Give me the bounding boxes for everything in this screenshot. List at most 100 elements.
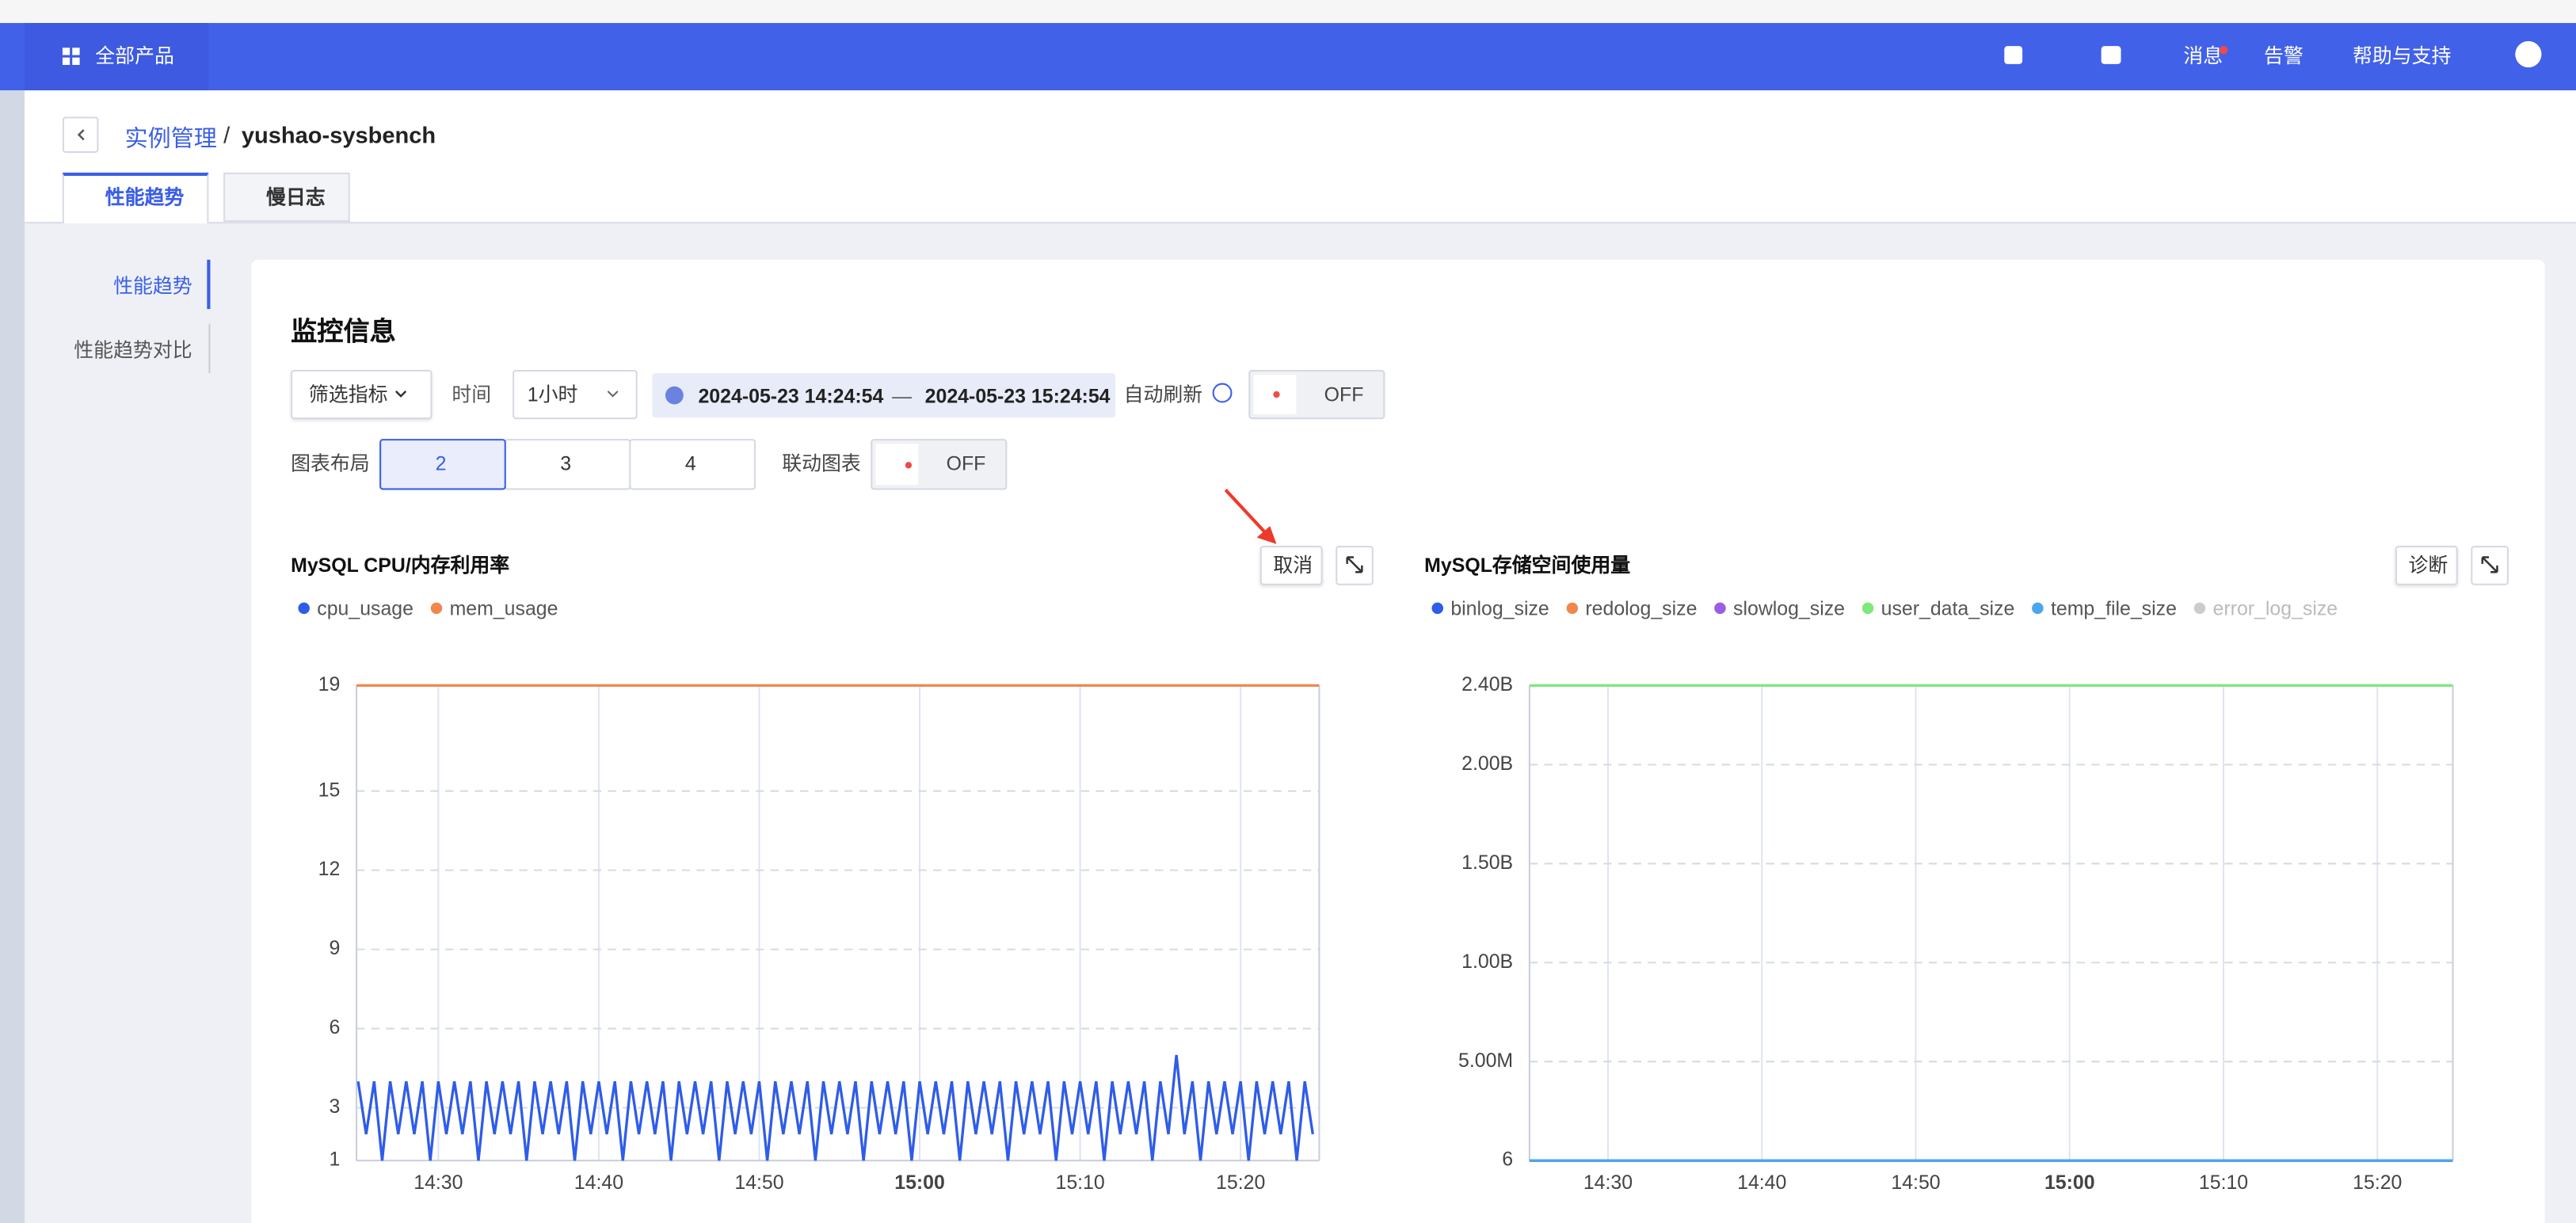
x-tick-label: 15:00	[894, 1172, 945, 1194]
grid-icon	[62, 48, 80, 65]
toggle-dot	[1273, 391, 1280, 398]
y-tick-label: 6	[329, 1016, 340, 1038]
card	[251, 259, 2545, 1223]
x-tick-label: 14:40	[574, 1172, 623, 1194]
breadcrumb-separator: /	[223, 121, 231, 148]
legend-label[interactable]: cpu_usage	[317, 598, 413, 620]
y-tick-label: 15	[318, 779, 341, 801]
toggle-knob	[1253, 375, 1297, 414]
legend-label[interactable]: mem_usage	[450, 598, 558, 620]
products[interactable]: 全部产品	[95, 44, 174, 68]
toggle-knob	[875, 444, 919, 486]
layout-option-active[interactable]	[379, 439, 506, 490]
back-icon	[77, 129, 85, 141]
chart-title: MySQL CPU/内存利用率	[291, 554, 510, 577]
side-nav-item[interactable]: 性能趋势对比	[74, 338, 192, 362]
auto-refresh-toggle[interactable]	[1248, 369, 1385, 420]
y-tick-label: 2.00B	[1461, 752, 1513, 775]
x-tick-label: 15:10	[1055, 1172, 1104, 1194]
range-dash: —	[892, 384, 913, 408]
legend-label[interactable]: redolog_size	[1585, 598, 1697, 620]
chevron	[394, 391, 407, 398]
y-tick-label: 3	[329, 1095, 340, 1118]
side-strip	[0, 90, 25, 1223]
auto-refresh-state[interactable]: OFF	[1324, 383, 1364, 406]
layout-value[interactable]: 3	[560, 451, 572, 475]
legend-marker	[2193, 602, 2206, 615]
date-range[interactable]	[652, 373, 1116, 418]
breadcrumb-current: yushao-sysbench	[241, 121, 436, 148]
time-select[interactable]	[513, 369, 638, 420]
y-tick-label: 19	[318, 673, 341, 695]
y-tick-label: 1.50B	[1461, 852, 1513, 874]
tab[interactable]: 慢日志	[265, 185, 326, 209]
tab-active[interactable]	[62, 172, 209, 224]
avatar[interactable]	[2515, 40, 2542, 68]
tab[interactable]: 性能趋势	[105, 185, 185, 209]
legend-label[interactable]: slowlog_size	[1733, 598, 1845, 620]
side-nav-item[interactable]: 性能趋势	[113, 274, 192, 298]
x-tick-label: 14:30	[1583, 1172, 1633, 1194]
x-tick-label: 14:40	[1737, 1172, 1786, 1194]
time-range[interactable]: 1小时	[527, 383, 578, 406]
toggle-dot	[905, 462, 913, 469]
breadcrumb-parent[interactable]: 实例管理	[124, 124, 217, 151]
linked-state[interactable]: OFF	[946, 451, 986, 475]
x-tick-label: 15:10	[2199, 1172, 2248, 1194]
alerts[interactable]: 告警	[2263, 44, 2304, 68]
legend-marker	[298, 602, 310, 615]
browser-strip	[0, 0, 2576, 24]
y-tick-label: 5.00M	[1458, 1050, 1513, 1072]
y-tick-label: 6	[1502, 1149, 1513, 1171]
end-time[interactable]: 2024-05-23 15:24:54	[924, 384, 1111, 408]
diagnose-button[interactable]	[2395, 545, 2458, 585]
legend-label[interactable]: binlog_size	[1450, 598, 1549, 620]
legend-marker	[1714, 602, 1726, 615]
auto-refresh-label: 自动刷新	[1123, 383, 1203, 406]
legend-marker	[1862, 602, 1874, 615]
linked-toggle[interactable]	[871, 439, 1008, 490]
y-tick-label: 12	[318, 858, 341, 880]
filter[interactable]: 筛选指标	[308, 383, 388, 406]
layout-value[interactable]: 4	[684, 451, 696, 475]
tab-inactive[interactable]	[223, 172, 350, 223]
legend-marker	[2032, 602, 2044, 615]
help-icon[interactable]	[1212, 383, 1233, 403]
expand-icon	[1346, 556, 1363, 573]
page-header	[25, 90, 2576, 224]
chart-title: MySQL存储空间使用量	[1424, 554, 1631, 577]
chevron	[607, 391, 619, 398]
expand-icon	[2481, 556, 2498, 573]
layout-value[interactable]: 2	[435, 451, 447, 475]
clock-icon	[665, 386, 684, 405]
expand-button[interactable]	[1336, 545, 1374, 585]
legend-label[interactable]: temp_file_size	[2051, 598, 2177, 620]
expand-button[interactable]	[2471, 545, 2509, 585]
filter-button[interactable]	[291, 369, 433, 420]
legend-marker	[1431, 602, 1444, 615]
series-line	[356, 1054, 1314, 1161]
messages[interactable]: 消息	[2183, 44, 2224, 68]
help[interactable]: 帮助与支持	[2352, 44, 2452, 68]
annotation-arrow	[1224, 489, 1270, 537]
annotation-arrowhead	[1256, 526, 1277, 544]
start-time[interactable]: 2024-05-23 14:24:54	[698, 384, 884, 408]
products-menu[interactable]	[25, 23, 209, 91]
back-button[interactable]	[62, 116, 99, 154]
side-nav-divider	[208, 323, 211, 374]
terminal-icon[interactable]	[2101, 46, 2121, 64]
y-tick-label: 1	[329, 1149, 340, 1171]
legend-label[interactable]: error_log_size	[2213, 598, 2338, 620]
chart-action[interactable]: 诊断	[2408, 554, 2448, 577]
y-tick-label: 2.40B	[1461, 673, 1513, 695]
cancel-button[interactable]	[1259, 545, 1323, 585]
legend-label[interactable]: user_data_size	[1881, 598, 2015, 620]
chart-action[interactable]: 取消	[1273, 554, 1313, 577]
x-tick-label: 14:30	[413, 1172, 463, 1194]
side-nav-indicator	[207, 259, 211, 310]
search-icon[interactable]	[2004, 46, 2023, 64]
panel-title: 监控信息	[291, 318, 396, 347]
layout-option[interactable]	[629, 439, 756, 490]
